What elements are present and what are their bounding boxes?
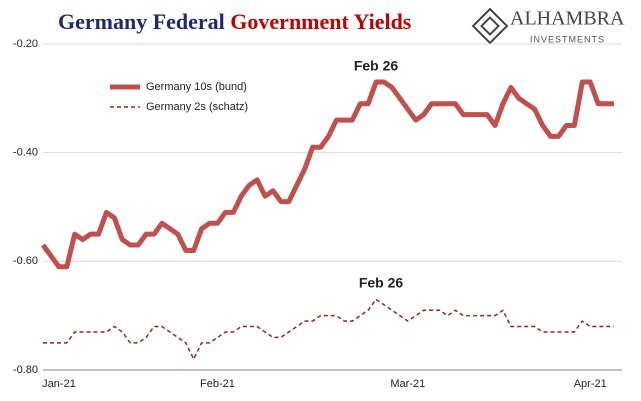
series-line bbox=[43, 298, 614, 360]
title-part: Germany Federal bbox=[58, 9, 225, 34]
chart-title: Germany Federal Government Yields bbox=[58, 9, 412, 34]
title-part: Government Yields bbox=[230, 9, 412, 34]
x-tick-label: Jan-21 bbox=[42, 378, 76, 390]
logo-tagline: INVESTMENTS bbox=[530, 34, 605, 44]
x-tick-label: Apr-21 bbox=[574, 378, 607, 390]
legend-label: Germany 2s (schatz) bbox=[146, 101, 248, 113]
y-tick-label: -0.80 bbox=[13, 364, 38, 376]
y-tick-label: -0.60 bbox=[13, 255, 38, 267]
legend-label: Germany 10s (bund) bbox=[146, 81, 247, 93]
y-tick-label: -0.40 bbox=[13, 147, 38, 159]
logo-name: ALHAMBRA bbox=[510, 8, 625, 30]
annotation: Feb 26 bbox=[354, 58, 399, 74]
logo-icon bbox=[471, 7, 509, 45]
annotation: Feb 26 bbox=[359, 275, 404, 291]
x-tick-label: Mar-21 bbox=[390, 378, 425, 390]
series-line bbox=[40, 79, 614, 270]
y-tick-label: -0.20 bbox=[13, 38, 38, 50]
x-tick-label: Feb-21 bbox=[200, 378, 235, 390]
logo: ALHAMBRA INVESTMENTS bbox=[471, 7, 625, 45]
